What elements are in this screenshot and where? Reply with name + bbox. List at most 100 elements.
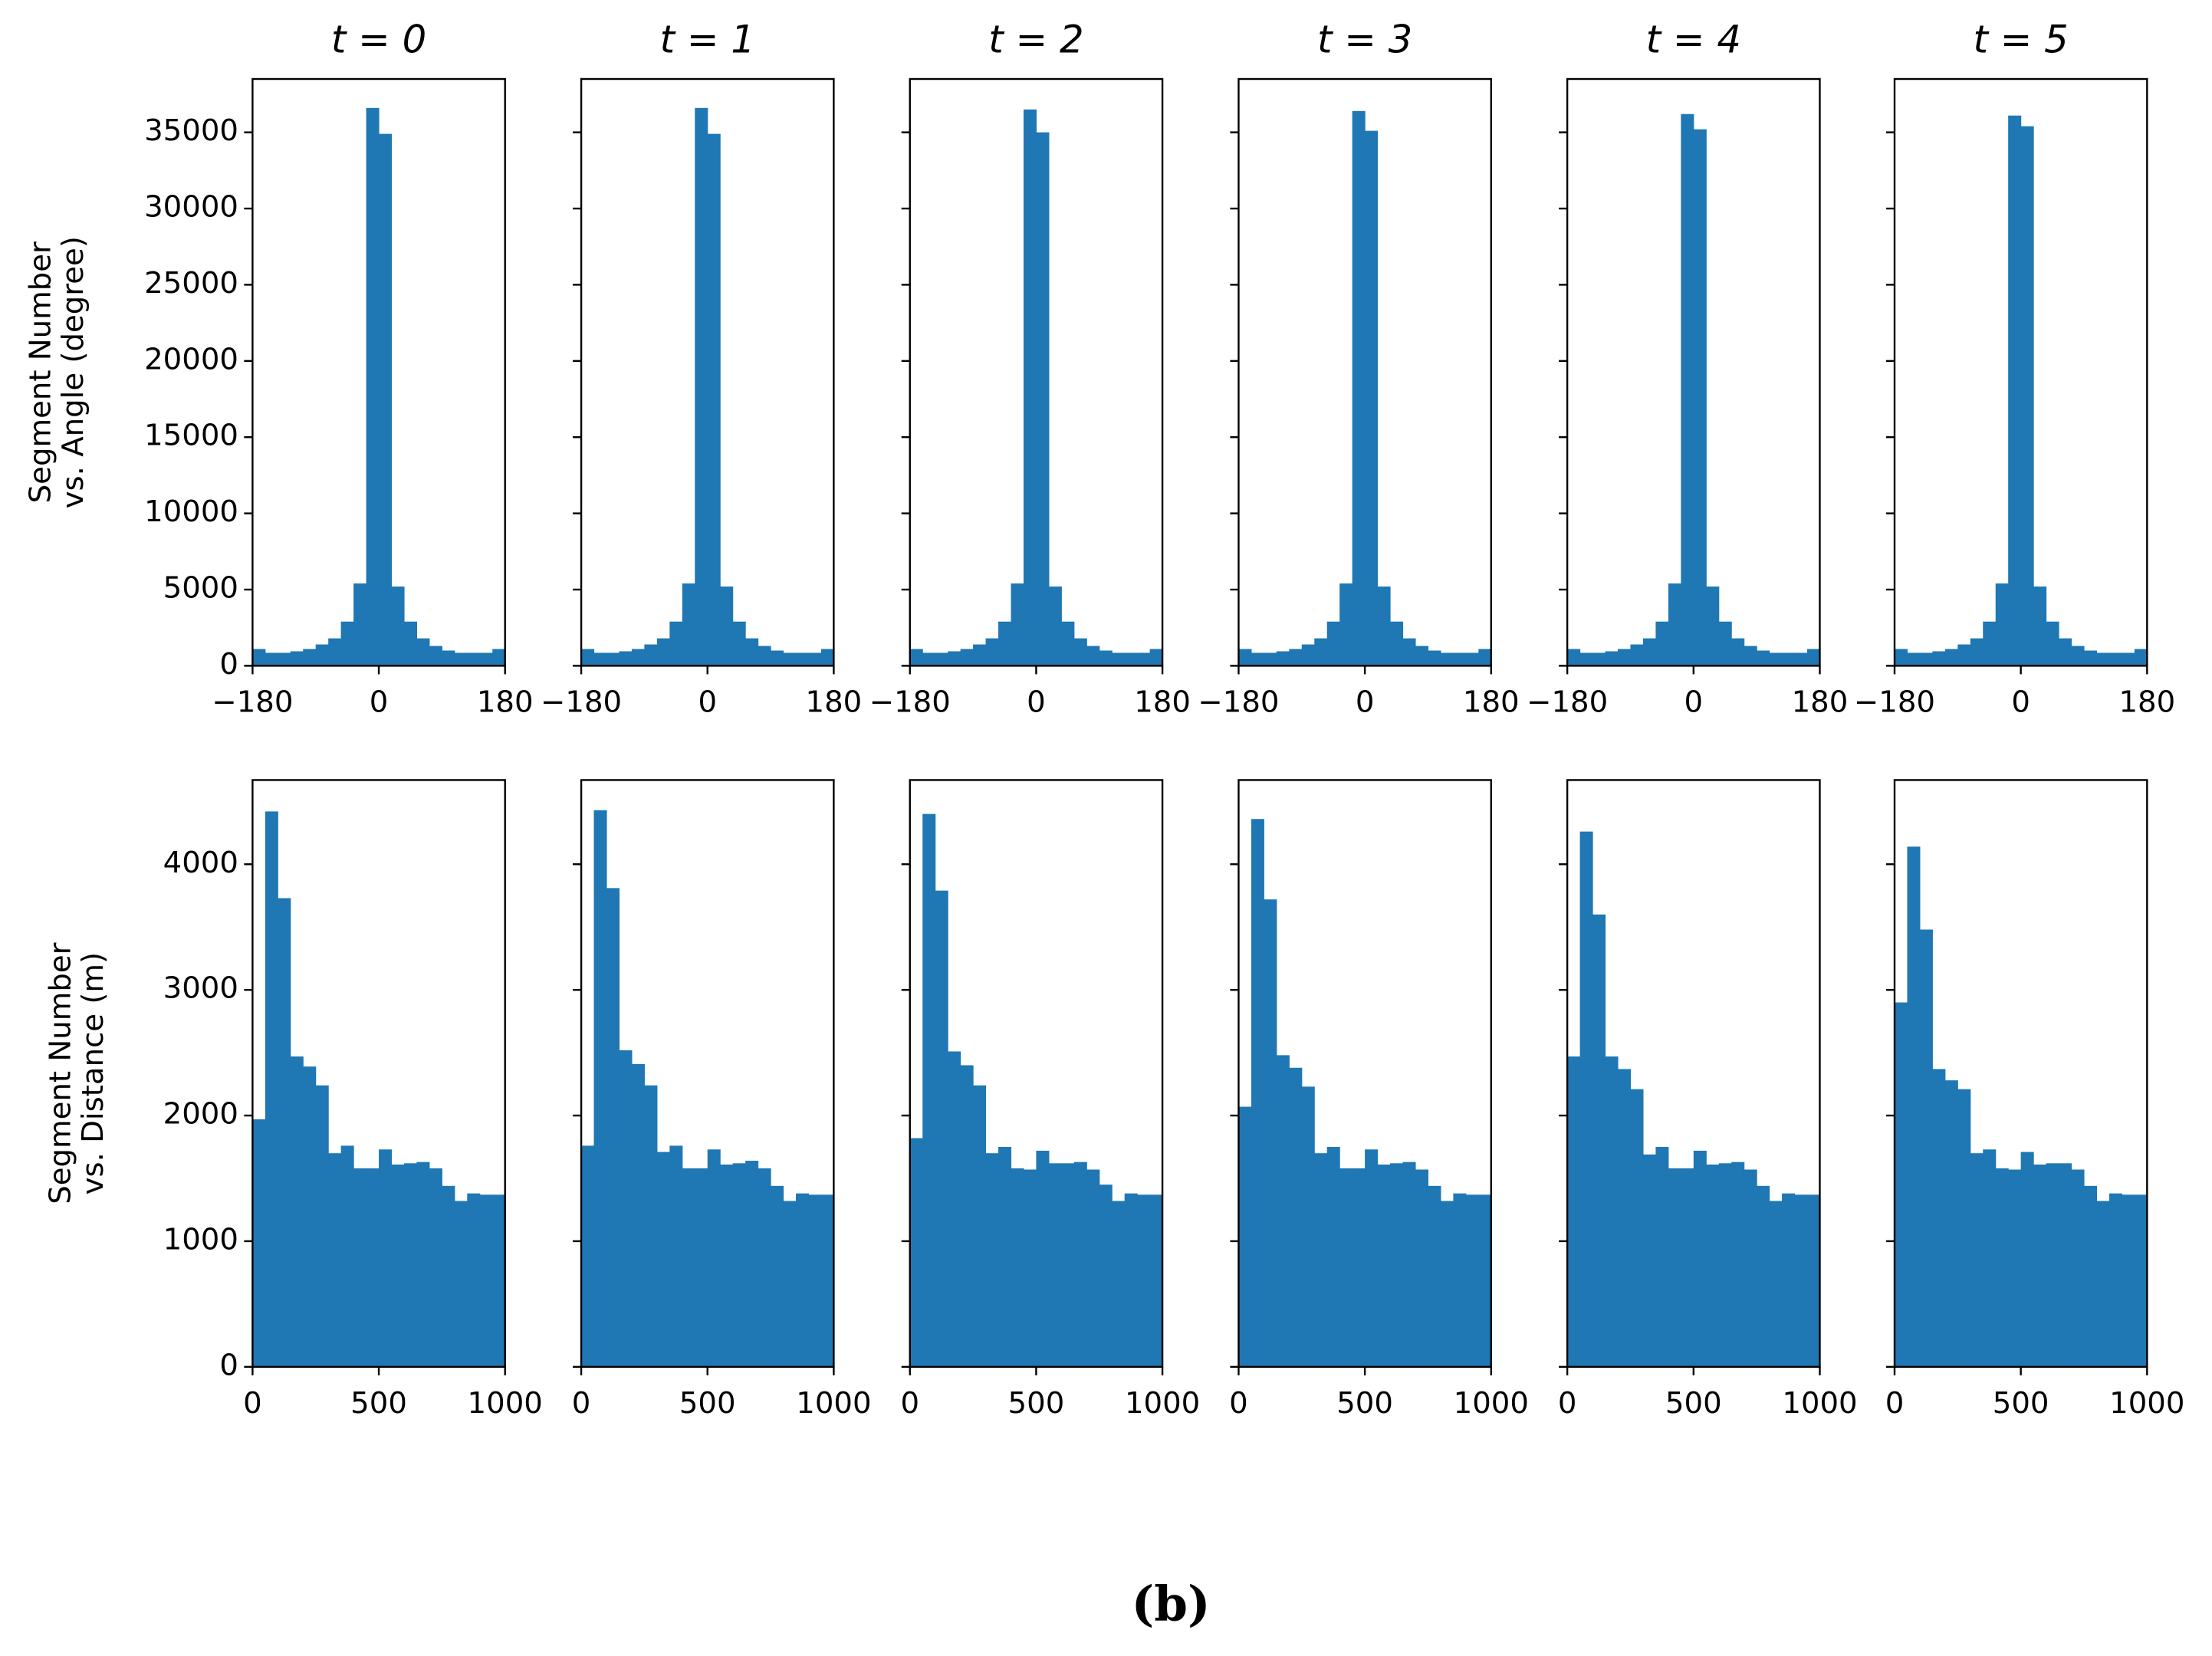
y-tick-label: 10000 (144, 495, 238, 529)
bar (1618, 1069, 1632, 1367)
bar (909, 649, 923, 666)
bar (265, 652, 278, 666)
bar (1289, 1067, 1303, 1367)
bar (2033, 1164, 2047, 1367)
bar (973, 644, 987, 666)
bar (1314, 1153, 1328, 1367)
bar (1073, 1162, 1087, 1367)
bar (278, 652, 291, 666)
x-tick-label: 180 (1792, 685, 1849, 720)
bar (1137, 652, 1151, 666)
bar (2008, 115, 2022, 666)
bar (340, 621, 354, 666)
bar (1036, 132, 1050, 666)
bar (1339, 583, 1353, 666)
bar (1782, 1193, 1796, 1367)
bar (1668, 583, 1681, 666)
bar (758, 646, 771, 666)
x-tick-label: 180 (1463, 685, 1520, 720)
bar (820, 1194, 834, 1367)
bar (783, 1201, 797, 1367)
bar (303, 649, 317, 666)
bar (1428, 650, 1441, 666)
bar (1023, 109, 1037, 666)
bar (416, 1162, 430, 1367)
x-tick-label: 1000 (1125, 1386, 1200, 1421)
y-tick-label: 0 (219, 647, 238, 682)
bar (669, 1145, 683, 1367)
bar (644, 644, 658, 666)
bar (379, 133, 393, 666)
bar (732, 621, 746, 666)
bar (1995, 1168, 2009, 1367)
bar (2059, 638, 2072, 666)
bar (606, 652, 620, 666)
bar (1377, 586, 1391, 666)
bar (1706, 586, 1720, 666)
bar (2033, 586, 2047, 666)
bar (1757, 650, 1770, 666)
bar (1073, 638, 1087, 666)
x-tick-label: 500 (1336, 1386, 1393, 1421)
bar (2096, 652, 2110, 666)
bar (922, 813, 936, 1367)
bar (391, 586, 405, 666)
bar (1681, 113, 1694, 666)
bar (1894, 649, 1908, 666)
bar (1970, 638, 1984, 666)
bar (1048, 1163, 1062, 1367)
bar (2108, 1193, 2122, 1367)
bar (656, 1152, 670, 1367)
bar (695, 1168, 708, 1367)
bar (340, 1145, 354, 1367)
x-tick-label: −180 (1198, 685, 1279, 720)
bar (1011, 583, 1024, 666)
bar (948, 1051, 961, 1367)
x-tick-label: 1000 (1454, 1386, 1529, 1421)
bar (1957, 644, 1971, 666)
x-tick-label: 0 (1027, 685, 1046, 720)
y-tick-label: 35000 (144, 113, 238, 148)
x-tick-label: −180 (869, 685, 951, 720)
bar (2071, 1169, 2085, 1367)
bar (1365, 1149, 1379, 1367)
bar (416, 638, 430, 666)
bar (1731, 1162, 1745, 1367)
bar (1238, 649, 1252, 666)
bar (1339, 1168, 1353, 1367)
bar (1415, 646, 1429, 666)
bar (682, 583, 695, 666)
bar (973, 1085, 987, 1367)
bar (935, 652, 948, 666)
bar (1149, 649, 1163, 666)
bar (454, 1201, 468, 1367)
bar (1453, 1193, 1467, 1367)
bar (2108, 652, 2122, 666)
bar (252, 649, 266, 666)
y-tick-label: 30000 (144, 190, 238, 225)
bar (1718, 1163, 1732, 1367)
panel-title: t = 1 (660, 18, 755, 62)
bar (1465, 652, 1479, 666)
bar (1023, 1169, 1037, 1367)
bar (1011, 1168, 1024, 1367)
y-axis-label: Segment Number (44, 942, 78, 1204)
bar (252, 1119, 266, 1367)
bar (1390, 621, 1404, 666)
bar (1693, 129, 1707, 666)
x-tick-label: 0 (243, 1386, 262, 1421)
bar (2020, 1152, 2034, 1367)
panel-title: t = 0 (331, 18, 426, 62)
bar (1807, 1194, 1821, 1367)
bar (606, 888, 620, 1367)
bar (1731, 638, 1745, 666)
bar (1970, 1153, 1984, 1367)
y-tick-label: 4000 (163, 846, 238, 880)
panel-title: t = 4 (1646, 18, 1741, 62)
bar (1149, 1194, 1163, 1367)
bar (379, 1149, 393, 1367)
bar (467, 1193, 481, 1367)
y-tick-label: 1000 (163, 1222, 238, 1257)
bar (1112, 652, 1126, 666)
